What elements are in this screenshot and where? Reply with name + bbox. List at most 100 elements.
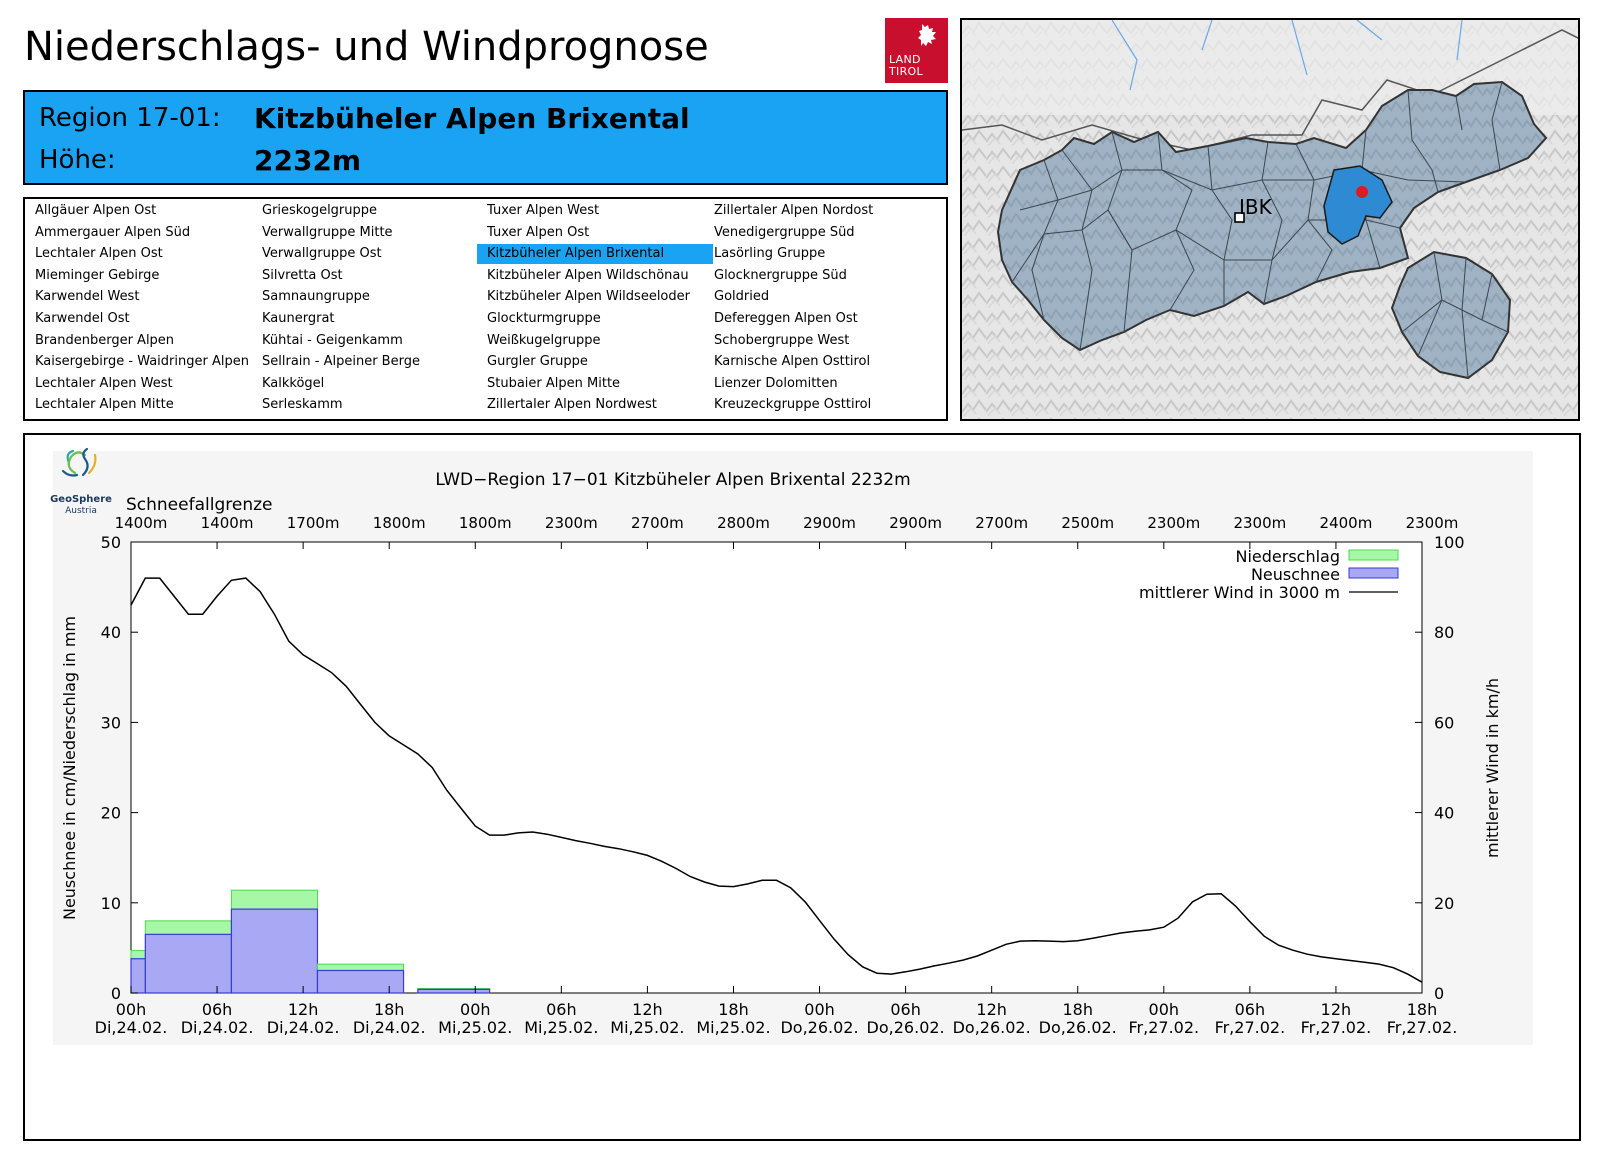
region-list-item[interactable]: Verwallgruppe Ost xyxy=(262,246,382,262)
x-tick-time-label: 18h xyxy=(374,1000,405,1019)
region-list-item[interactable]: Stubaier Alpen Mitte xyxy=(487,375,621,391)
wind-line xyxy=(130,577,1423,983)
region-list-item[interactable]: Lechtaler Alpen West xyxy=(35,375,173,391)
forecast-chart: GeoSphere Austria LWD−Region 17−01 Kitzb… xyxy=(50,447,1533,1045)
x-tick-time-label: 00h xyxy=(804,1000,835,1019)
geosphere-name: GeoSphere xyxy=(50,494,112,505)
region-list-item[interactable]: Kitzbüheler Alpen Brixental xyxy=(477,244,713,265)
snowline-label: Schneefallgrenze xyxy=(126,495,272,515)
y-right-tick-label: 100 xyxy=(1434,533,1465,552)
chart-title: LWD−Region 17−01 Kitzbüheler Alpen Brixe… xyxy=(435,470,910,490)
region-list-item[interactable]: Lienzer Dolomitten xyxy=(714,375,838,391)
geosphere-logo: GeoSphere Austria xyxy=(50,447,112,516)
region-list-item[interactable]: Lechtaler Alpen Ost xyxy=(35,246,163,262)
height-label: Höhe: xyxy=(39,145,116,175)
region-list-item[interactable]: Schobergruppe West xyxy=(714,332,850,348)
snowline-value: 2900m xyxy=(803,514,856,532)
ibk-marker xyxy=(1234,212,1245,223)
neuschnee-bar xyxy=(144,933,233,994)
region-list-item[interactable]: Goldried xyxy=(714,289,770,305)
region-list-item[interactable]: Brandenberger Alpen xyxy=(35,332,175,348)
region-list-item[interactable]: Allgäuer Alpen Ost xyxy=(35,203,157,218)
region-list-item[interactable]: Karwendel West xyxy=(35,289,140,305)
y-left-tick-label: 30 xyxy=(101,713,121,732)
region-list-item[interactable]: Grieskogelgruppe xyxy=(262,203,378,218)
snowline-value: 2900m xyxy=(889,514,942,532)
y-left-tick-label: 40 xyxy=(101,623,121,642)
region-list-item[interactable]: Lechtaler Alpen Mitte xyxy=(35,397,174,413)
region-list-item[interactable]: Kitzbüheler Alpen Wildschönau xyxy=(487,267,689,283)
region-list-item[interactable]: Lasörling Gruppe xyxy=(714,246,826,262)
x-tick-time-label: 12h xyxy=(1321,1000,1352,1019)
x-tick-time-label: 18h xyxy=(1407,1000,1438,1019)
city-label-ibk: IBK xyxy=(1239,195,1273,219)
region-name: Kitzbüheler Alpen Brixental xyxy=(254,102,690,135)
snowline-value: 1400m xyxy=(201,514,254,532)
snowline-value: 2800m xyxy=(717,514,770,532)
y-axis-left-label: Neuschnee in cm/Niederschlag in mm xyxy=(60,616,79,920)
y-right-tick-label: 40 xyxy=(1434,804,1454,823)
eagle-icon xyxy=(918,24,936,46)
selected-region-shape[interactable] xyxy=(1323,165,1393,245)
snowline-value: 2700m xyxy=(975,514,1028,532)
region-list-item[interactable]: Kalkkögel xyxy=(262,375,325,391)
neuschnee-bar xyxy=(316,969,405,994)
tirol-map[interactable]: IBK xyxy=(960,18,1580,421)
logo-text-line2: TIROL xyxy=(889,65,923,78)
legend-neuschnee-swatch xyxy=(1348,567,1399,579)
region-list-item[interactable]: Venedigergruppe Süd xyxy=(714,224,855,240)
region-list-item[interactable]: Verwallgruppe Mitte xyxy=(262,224,393,240)
y-left-tick-label: 20 xyxy=(101,804,121,823)
bars xyxy=(130,889,491,994)
legend-niederschlag-label: Niederschlag xyxy=(1235,547,1340,566)
snowline-value: 2500m xyxy=(1061,514,1114,532)
region-list-item[interactable]: Tuxer Alpen West xyxy=(487,203,600,218)
region-list-item[interactable]: Serleskamm xyxy=(262,397,343,413)
snowline-value: 2300m xyxy=(545,514,598,532)
region-list-item[interactable]: Samnaungruppe xyxy=(262,289,370,305)
x-tick-date-label: Do,26.02. xyxy=(1039,1018,1117,1037)
region-list-item[interactable]: Zillertaler Alpen Nordost xyxy=(714,203,874,218)
region-list-item[interactable]: Gurgler Gruppe xyxy=(487,354,588,370)
legend-niederschlag-swatch xyxy=(1348,549,1399,561)
x-tick-time-label: 18h xyxy=(718,1000,749,1019)
x-tick-date-label: Di,24.02. xyxy=(181,1018,254,1037)
snowline-value: 1800m xyxy=(459,514,512,532)
region-list-item[interactable]: Tuxer Alpen Ost xyxy=(487,224,590,240)
region-list-item[interactable]: Ammergauer Alpen Süd xyxy=(35,224,191,240)
x-tick-date-label: Do,26.02. xyxy=(867,1018,945,1037)
region-list-item[interactable]: Glocknergruppe Süd xyxy=(714,267,847,283)
x-tick-date-label: Mi,25.02. xyxy=(610,1018,684,1037)
region-list: Allgäuer Alpen Ost Ammergauer Alpen Süd Le… xyxy=(23,197,948,421)
y-right-tick-label: 80 xyxy=(1434,623,1454,642)
x-tick-time-label: 06h xyxy=(546,1000,577,1019)
y-right-tick-label: 20 xyxy=(1434,894,1454,913)
region-list-item[interactable]: Zillertaler Alpen Nordwest xyxy=(487,397,657,413)
x-tick-time-label: 12h xyxy=(632,1000,663,1019)
region-list-item[interactable]: Kühtai - Geigenkamm xyxy=(262,332,403,348)
region-list-item[interactable]: Sellrain - Alpeiner Berge xyxy=(262,354,420,370)
map-svg: IBK xyxy=(962,20,1578,419)
neuschnee-bar xyxy=(130,958,146,994)
region-list-item[interactable]: Karnische Alpen Osttirol xyxy=(714,354,871,370)
x-tick-date-label: Di,24.02. xyxy=(353,1018,426,1037)
region-list-item[interactable]: Weißkugelgruppe xyxy=(487,332,601,348)
region-list-item[interactable]: Karwendel Ost xyxy=(35,311,130,326)
north-tirol xyxy=(996,80,1548,352)
geosphere-swirl-icon xyxy=(61,447,97,477)
region-list-item[interactable]: Kreuzeckgruppe Osttirol xyxy=(714,397,872,413)
neuschnee-bar xyxy=(230,908,319,994)
rivers xyxy=(1111,20,1463,91)
region-list-item[interactable]: Glockturmgruppe xyxy=(487,311,601,326)
region-list-item[interactable]: Kitzbüheler Alpen Wildseeloder xyxy=(487,289,690,305)
snowline-value: 2300m xyxy=(1233,514,1286,532)
x-tick-time-label: 18h xyxy=(1062,1000,1093,1019)
region-list-item[interactable]: Kaunergrat xyxy=(262,311,335,326)
region-list-item[interactable]: Defereggen Alpen Ost xyxy=(714,311,858,326)
region-marker xyxy=(1356,186,1368,198)
region-list-item[interactable]: Kaisergebirge - Waidringer Alpen xyxy=(35,354,249,370)
x-tick-date-label: Do,26.02. xyxy=(780,1018,858,1037)
country-border xyxy=(962,29,1578,151)
region-list-item[interactable]: Silvretta Ost xyxy=(262,267,343,283)
region-list-item[interactable]: Mieminger Gebirge xyxy=(35,267,160,283)
